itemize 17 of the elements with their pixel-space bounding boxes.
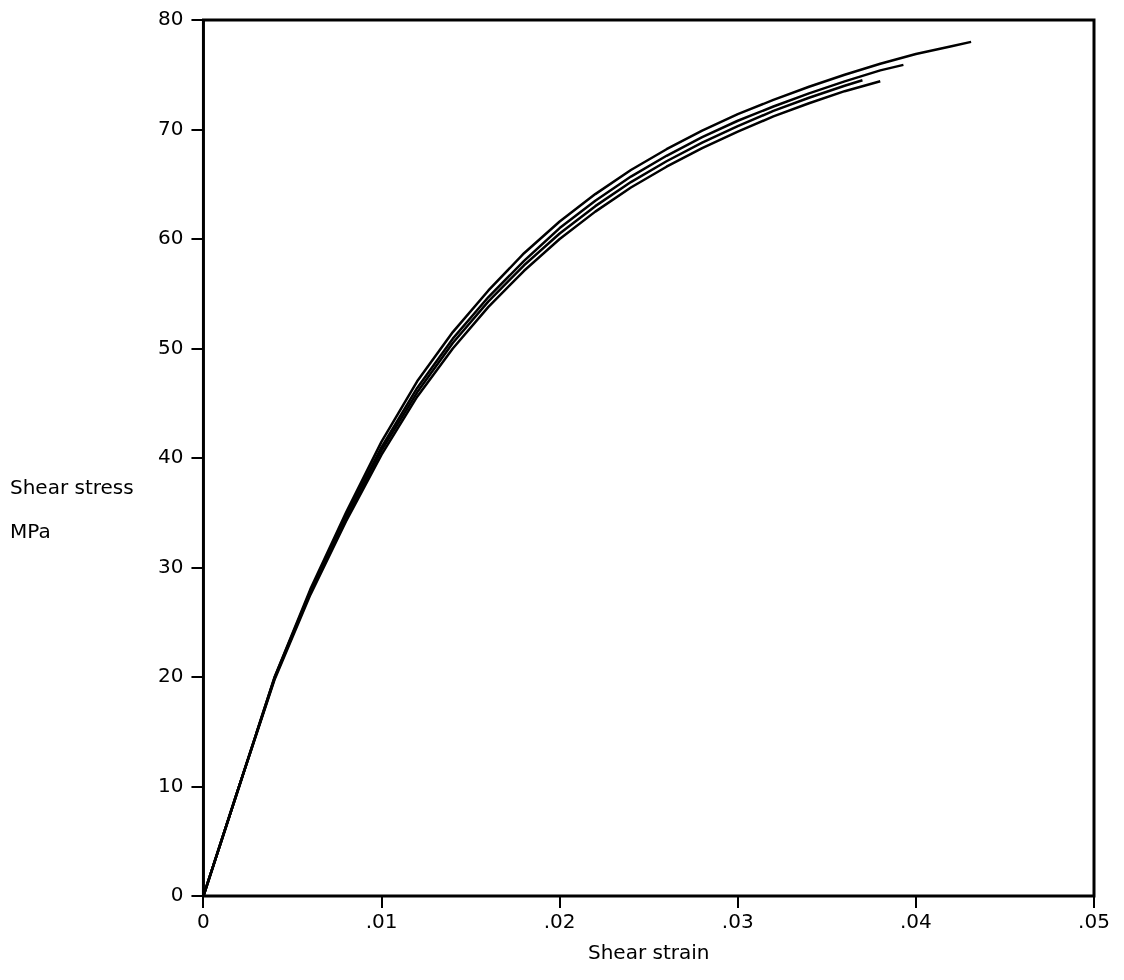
y-tick-label: 80 [158,6,184,31]
y-tick-label: 70 [158,115,184,140]
x-tick-label: .05 [1078,909,1110,934]
y-tick-label: 30 [158,553,184,578]
x-tick-label: .03 [721,909,754,934]
x-tick-label: .01 [365,909,398,934]
y-tick-label: 20 [158,663,184,688]
y-tick-label: 60 [158,225,184,250]
x-axis-title: Shear strain [587,940,710,965]
y-tick-label: 10 [158,772,184,797]
y-tick-label: 50 [158,334,184,359]
y-tick-label: 0 [170,882,184,907]
x-tick-label: 0 [197,909,210,934]
x-tick-label: .02 [543,909,576,934]
x-tick-label: .04 [899,909,932,934]
y-axis-title: Shear stress MPa [10,475,134,543]
y-tick-label: 40 [158,444,184,469]
